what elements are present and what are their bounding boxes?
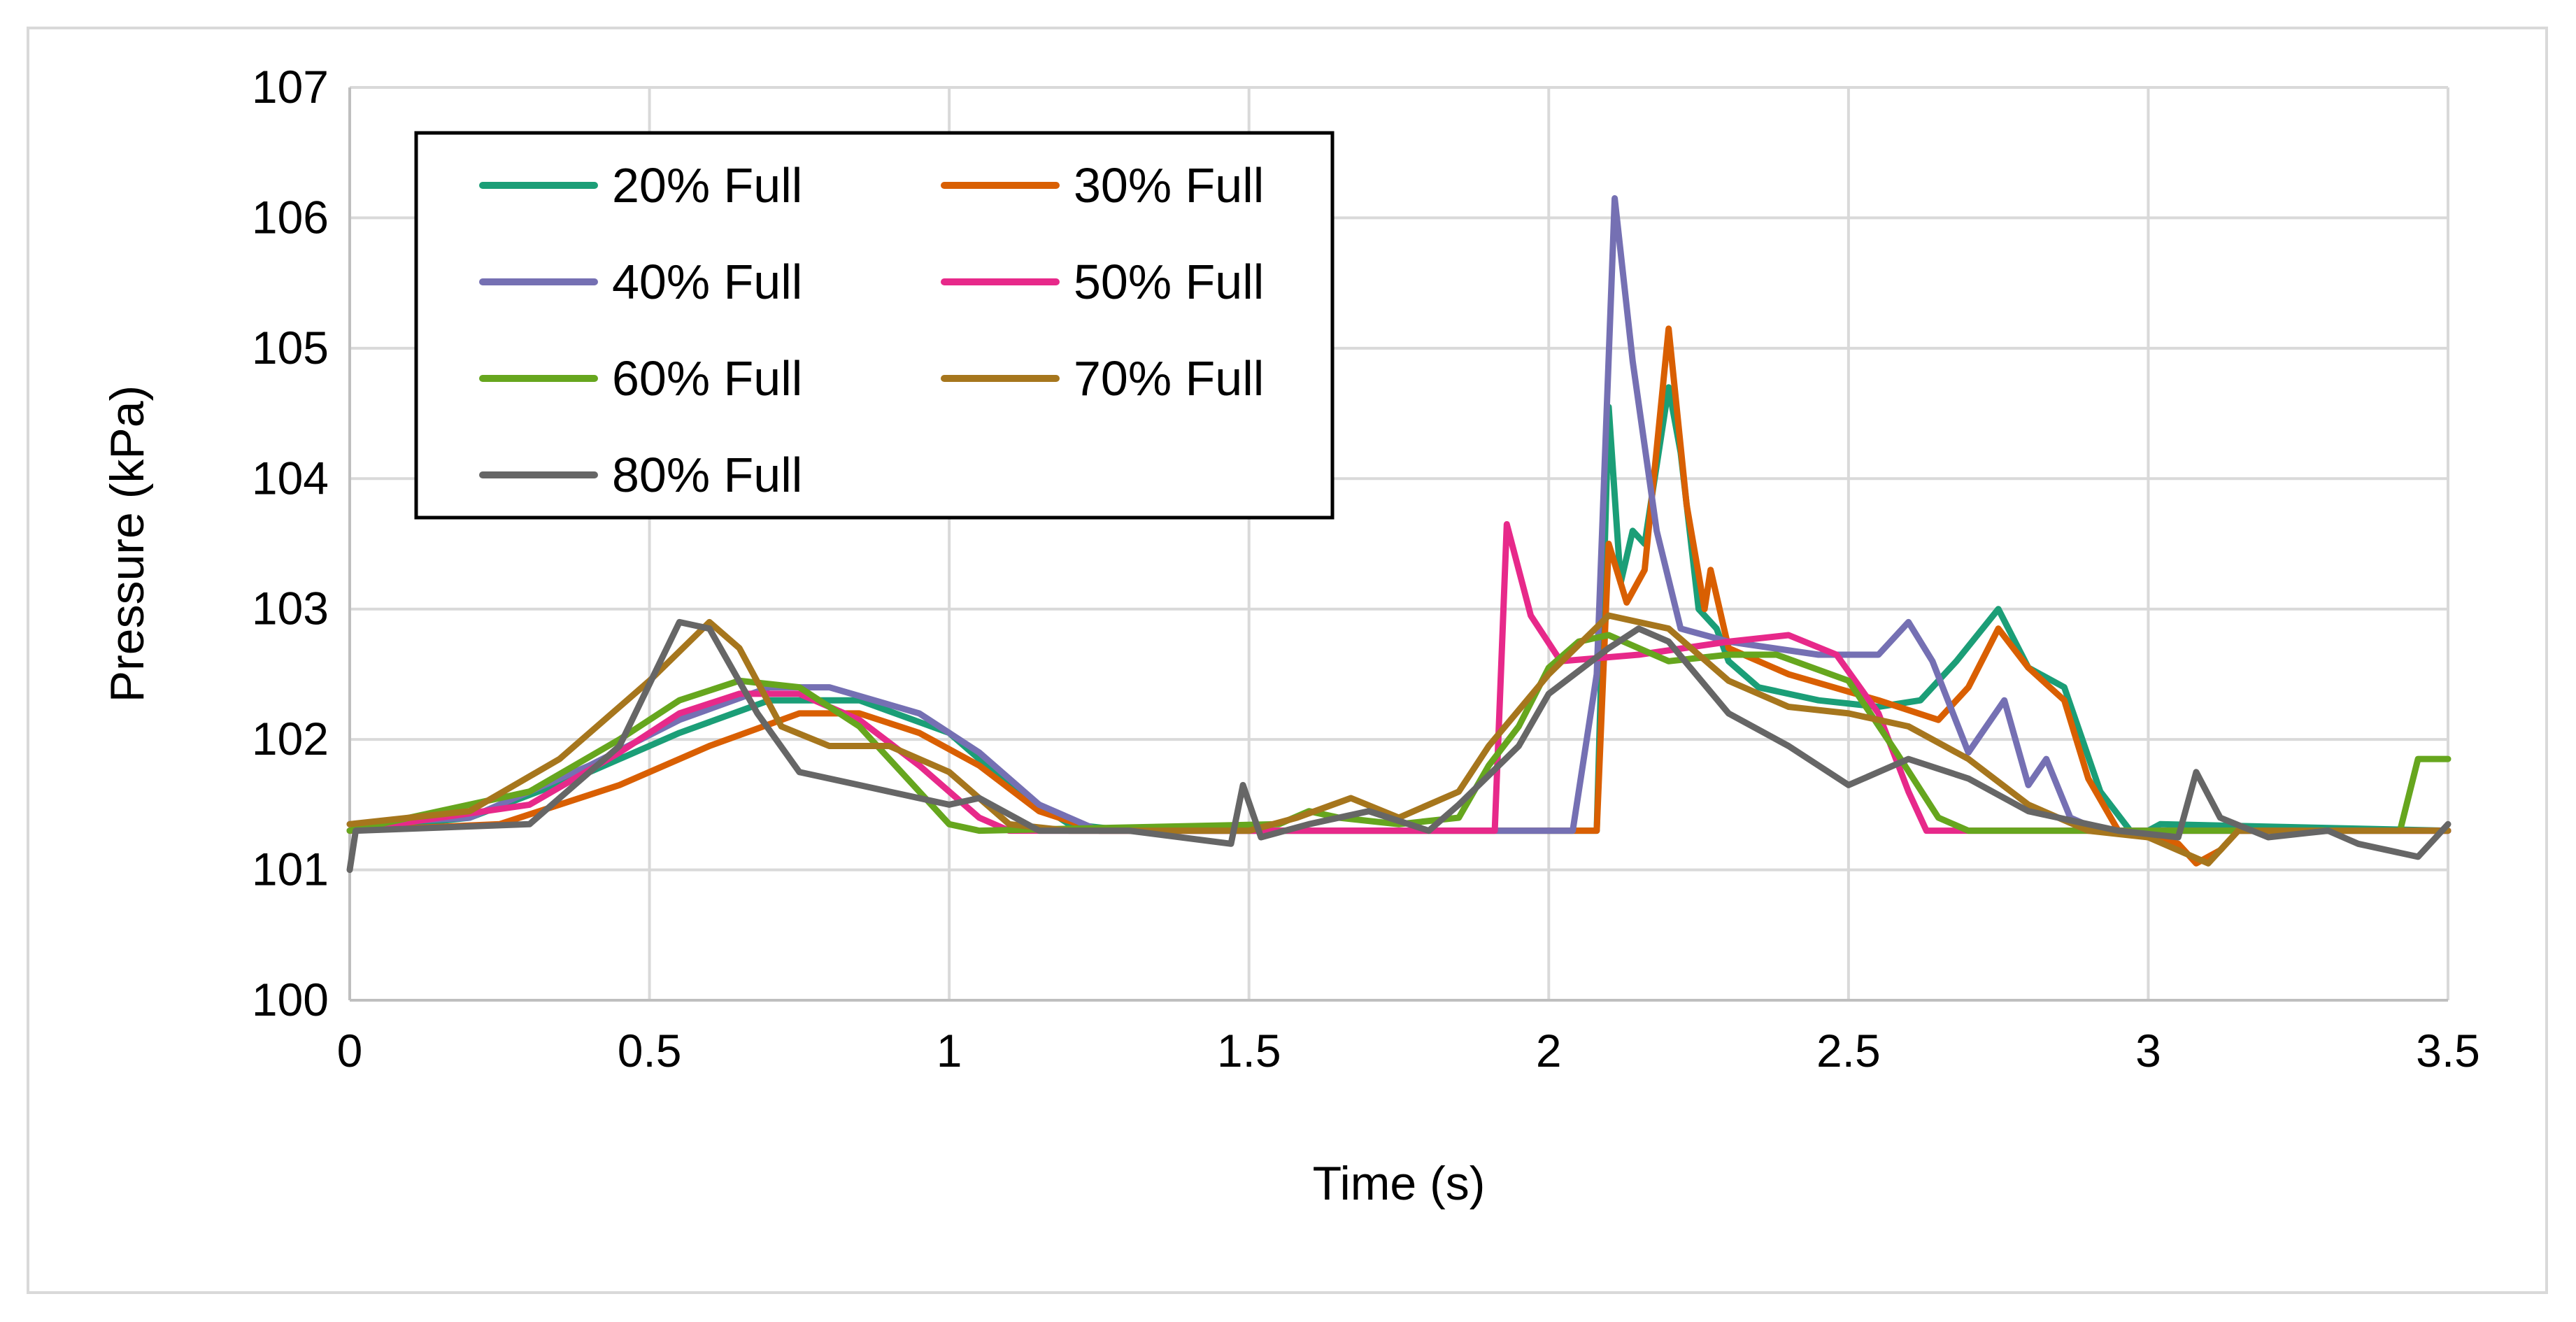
legend-label-30-full: 30% Full bbox=[1074, 158, 1264, 213]
y-tick-label: 107 bbox=[252, 61, 329, 113]
series-line-50-full bbox=[346, 521, 2452, 834]
y-tick-label: 106 bbox=[252, 191, 329, 243]
x-tick-label: 0.5 bbox=[618, 1025, 682, 1076]
series-line-80-full bbox=[346, 618, 2452, 874]
x-tick-label: 3 bbox=[2135, 1025, 2161, 1076]
series-lines bbox=[346, 195, 2452, 874]
series-line-40-full bbox=[346, 195, 2452, 834]
x-tick-label: 2 bbox=[1536, 1025, 1562, 1076]
legend-label-20-full: 20% Full bbox=[612, 158, 802, 213]
legend: 20% Full 30% Full 40% Full 50% Full 60% Full… bbox=[414, 131, 1335, 520]
x-axis-title: Time (s) bbox=[1313, 1157, 1486, 1210]
chart-frame bbox=[27, 27, 2548, 1294]
legend-box bbox=[414, 131, 1335, 520]
y-tick-label: 105 bbox=[252, 322, 329, 374]
x-tick-label: 1 bbox=[937, 1025, 962, 1076]
axes bbox=[348, 87, 2448, 1002]
y-tick-label: 100 bbox=[252, 974, 329, 1025]
legend-label-60-full: 60% Full bbox=[612, 351, 802, 406]
x-tick-label: 0 bbox=[337, 1025, 363, 1076]
legend-label-80-full: 80% Full bbox=[612, 448, 802, 502]
x-tick-label: 2.5 bbox=[1816, 1025, 1881, 1076]
y-axis-title: Pressure (kPa) bbox=[101, 385, 154, 702]
y-tick-label: 103 bbox=[252, 583, 329, 634]
x-tick-label: 1.5 bbox=[1217, 1025, 1281, 1076]
legend-label-50-full: 50% Full bbox=[1074, 255, 1264, 309]
legend-label-40-full: 40% Full bbox=[612, 255, 802, 309]
legend-label-70-full: 70% Full bbox=[1074, 351, 1264, 406]
y-tick-label: 101 bbox=[252, 844, 329, 895]
y-tick-label: 102 bbox=[252, 713, 329, 765]
y-tick-label: 104 bbox=[252, 452, 329, 504]
x-tick-label: 3.5 bbox=[2416, 1025, 2480, 1076]
tick-labels: 100 101 102 103 104 105 106 107 0 0.5 1 1.5 2 2.5 3 3.5 bbox=[252, 61, 2480, 1076]
series-line-20-full bbox=[346, 384, 2452, 834]
series-line-30-full bbox=[346, 325, 2452, 867]
